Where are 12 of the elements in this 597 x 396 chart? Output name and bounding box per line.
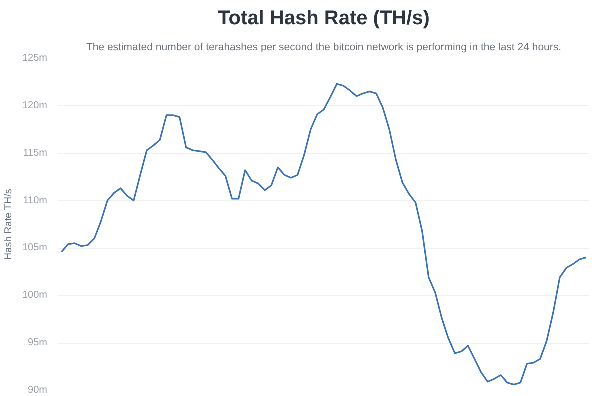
y-tick-label: 90m xyxy=(28,385,48,396)
line-series xyxy=(60,83,588,386)
chart-subtitle: The estimated number of terahashes per second the bitcoin network is performing in the last 24 hours. xyxy=(86,42,562,54)
y-tick-label: 100m xyxy=(22,290,48,302)
y-axis-title: Hash Rate TH/s xyxy=(3,189,14,260)
y-tick-label: 120m xyxy=(22,100,48,112)
y-tick-label: 115m xyxy=(23,148,48,159)
y-tick-label: 105m xyxy=(22,242,48,254)
y-tick-label: 95m xyxy=(28,338,48,349)
y-tick-label: 125m xyxy=(22,53,48,64)
y-tick-label: 110m xyxy=(23,195,48,206)
chart-title: Total Hash Rate (TH/s) xyxy=(218,8,430,30)
